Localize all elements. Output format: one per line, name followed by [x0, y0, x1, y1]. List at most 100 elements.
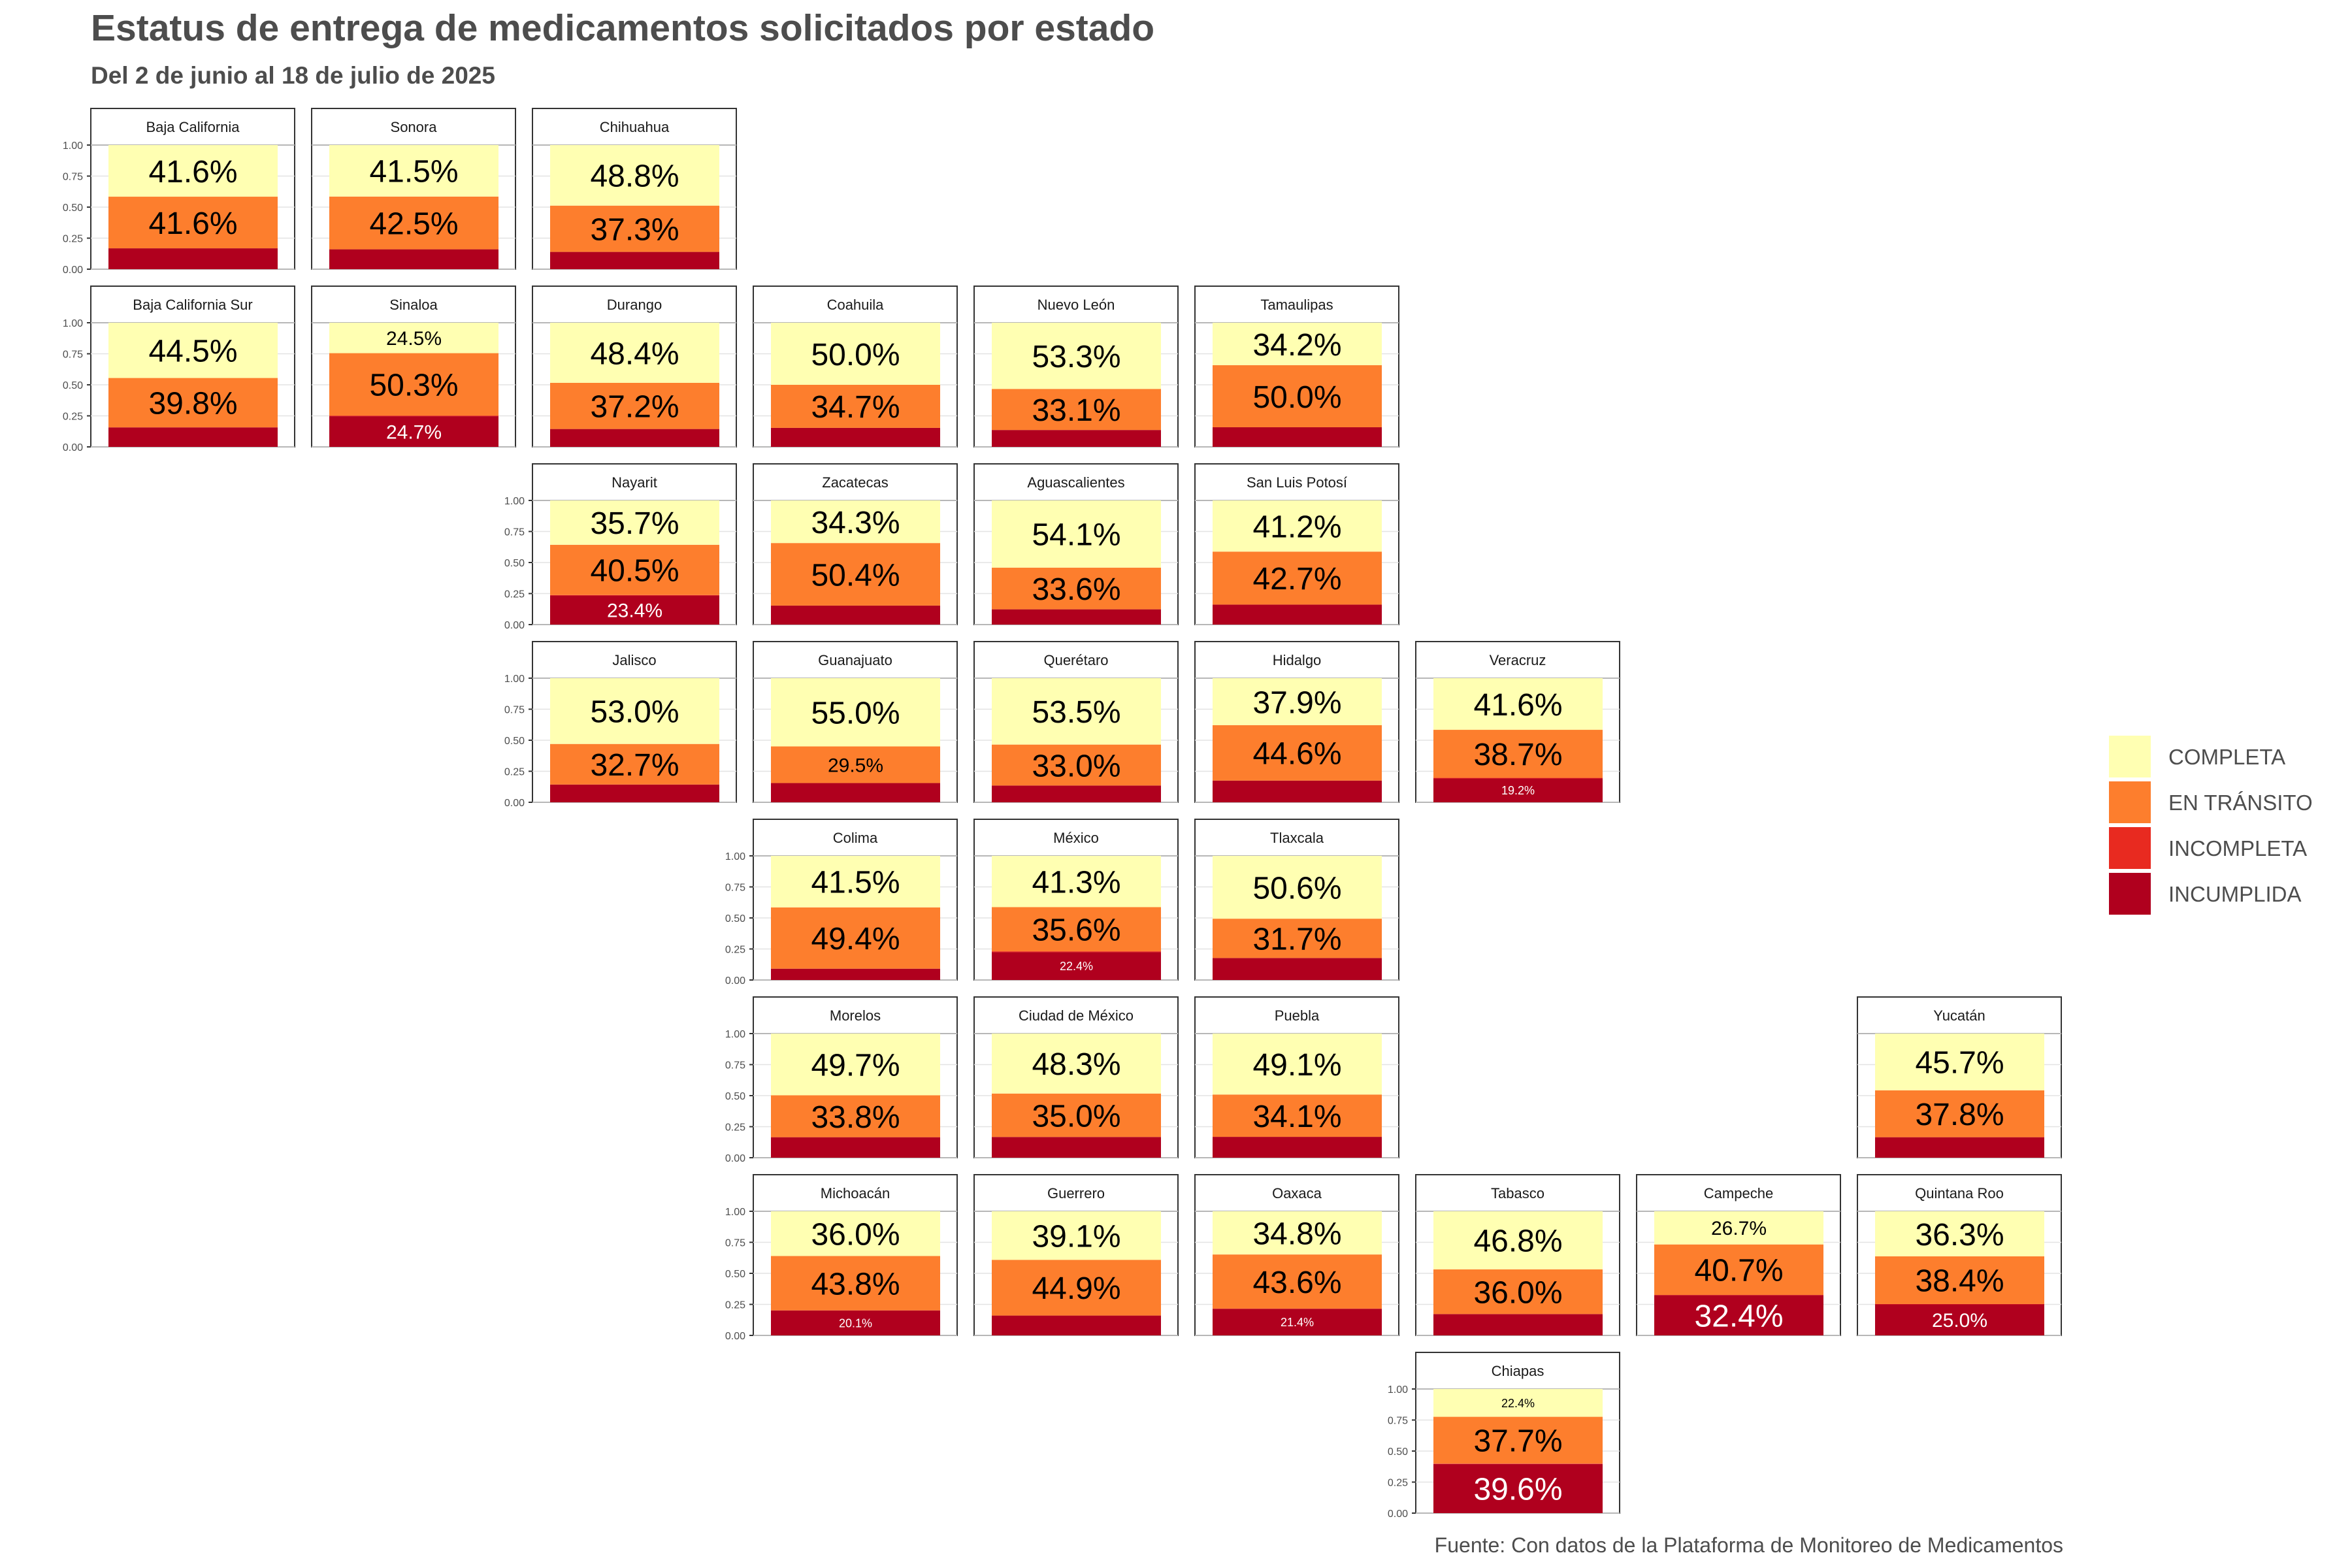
bar-en-transito	[550, 205, 719, 252]
bar-en-transito	[550, 382, 719, 429]
y-tick-label: 0.50	[63, 380, 83, 391]
bar-incompleta	[1433, 1463, 1603, 1464]
bar-incumplida	[1433, 778, 1603, 802]
bar-completa	[550, 145, 719, 206]
label-en-transito: 50.0%	[1252, 380, 1341, 415]
label-en-transito: 37.2%	[590, 390, 679, 425]
facet-strip-label: Tamaulipas	[1260, 297, 1333, 313]
label-completa: 54.1%	[1032, 518, 1120, 553]
label-completa: 35.7%	[590, 506, 679, 541]
bar-incumplida	[1213, 427, 1382, 447]
facet-chihuahua: Chihuahua 48.8% 37.3%	[532, 108, 737, 270]
label-en-transito: 29.5%	[828, 755, 883, 776]
bar-completa	[1433, 1211, 1603, 1269]
bar-incumplida	[108, 427, 278, 447]
bar-completa	[1213, 1211, 1382, 1255]
bar-incumplida	[1875, 1137, 2044, 1158]
facet-ciudad-de-mexico: Ciudad de México 48.3% 35.0%	[973, 996, 1179, 1158]
bar-incumplida	[992, 609, 1161, 625]
y-tick-label: 0.25	[1388, 1478, 1408, 1489]
legend-label: EN TRÁNSITO	[2168, 791, 2313, 815]
label-en-transito: 35.6%	[1032, 913, 1120, 948]
y-tick-label: 0.75	[504, 527, 525, 538]
y-tick-label: 0.50	[504, 558, 525, 569]
facet-yucatan: Yucatán 45.7% 37.8%	[1857, 996, 2062, 1158]
facet-strip	[973, 463, 1179, 501]
bar-completa	[1213, 678, 1382, 726]
bar-completa	[1875, 1211, 2044, 1256]
bar-completa	[1213, 856, 1382, 919]
facet-strip	[973, 1174, 1179, 1212]
label-incumplida: 39.6%	[1473, 1473, 1562, 1507]
bar-en-transito	[1875, 1256, 2044, 1304]
facet-strip	[753, 996, 958, 1034]
facet-strip	[1194, 641, 1399, 679]
bar-completa	[329, 145, 498, 197]
bar-incumplida	[771, 968, 940, 980]
y-tick-label: 0.00	[504, 798, 525, 809]
facet-zacatecas: Zacatecas 34.3% 50.4%	[753, 463, 958, 625]
label-incumplida: 25.0%	[1932, 1310, 1987, 1331]
bar-completa	[1433, 678, 1603, 730]
bar-en-transito	[992, 1260, 1161, 1316]
label-completa: 53.3%	[1032, 340, 1120, 374]
facet-strip	[90, 286, 295, 323]
y-tick-label: 0.00	[725, 1153, 745, 1164]
facet-strip	[1857, 996, 2062, 1034]
facet-strip	[1194, 286, 1399, 323]
bar-incumplida	[771, 1310, 940, 1335]
facet-puebla: Puebla 49.1% 34.1%	[1194, 996, 1399, 1158]
label-en-transito: 34.7%	[811, 390, 900, 425]
label-completa: 53.0%	[590, 695, 679, 730]
facet-veracruz: Veracruz 41.6% 38.7% 19.2%	[1415, 641, 1620, 803]
legend-key	[2109, 873, 2151, 915]
bar-en-transito	[1213, 1094, 1382, 1137]
bar-en-transito	[1654, 1244, 1823, 1296]
bar-incumplida	[771, 1137, 940, 1158]
facet-strip	[1415, 1352, 1620, 1390]
facet-tlaxcala: Tlaxcala 50.6% 31.7%	[1194, 819, 1399, 981]
facet-strip	[1415, 641, 1620, 679]
label-completa: 53.5%	[1032, 695, 1120, 730]
label-incumplida: 19.2%	[1501, 784, 1535, 797]
bar-incumplida	[992, 785, 1161, 802]
facet-nayarit: Nayarit 0.00 0.25 0.50 0.75 1.00 35.7% 40.5% 23.…	[504, 463, 737, 631]
facet-tamaulipas: Tamaulipas 34.2% 50.0%	[1194, 286, 1399, 448]
facet-strip-label: Tabasco	[1491, 1185, 1544, 1201]
facet-strip	[311, 108, 516, 146]
bar-completa	[1213, 323, 1382, 365]
bar-incompleta	[1875, 1303, 2044, 1305]
legend-key	[2109, 736, 2151, 777]
label-incumplida: 32.4%	[1694, 1299, 1783, 1334]
facet-quintana-roo: Quintana Roo 36.3% 38.4% 25.0%	[1857, 1174, 2062, 1336]
facet-campeche: Campeche 26.7% 40.7% 32.4%	[1636, 1174, 1841, 1336]
facet-colima: Colima 0.00 0.25 0.50 0.75 1.00 41.5% 49.4%	[725, 819, 958, 987]
label-en-transito: 31.7%	[1252, 923, 1341, 957]
y-tick-label: 0.00	[725, 1331, 745, 1342]
facet-hidalgo: Hidalgo 37.9% 44.6%	[1194, 641, 1399, 803]
label-en-transito: 33.6%	[1032, 572, 1120, 607]
label-en-transito: 36.0%	[1473, 1275, 1562, 1310]
label-completa: 34.3%	[811, 506, 900, 540]
bar-completa	[550, 500, 719, 545]
facet-strip-label: Baja California	[146, 119, 240, 135]
label-en-transito: 38.7%	[1473, 738, 1562, 772]
y-tick-label: 0.50	[63, 203, 83, 214]
bar-incompleta	[992, 951, 1161, 953]
facet-strip	[90, 108, 295, 146]
bar-incompleta	[1433, 777, 1603, 779]
label-en-transito: 33.8%	[811, 1100, 900, 1135]
label-completa: 48.8%	[590, 159, 679, 194]
bar-incumplida	[550, 784, 719, 802]
label-completa: 24.5%	[386, 328, 442, 350]
label-completa: 37.9%	[1252, 685, 1341, 720]
bar-incumplida	[1433, 1463, 1603, 1513]
label-en-transito: 42.7%	[1252, 562, 1341, 596]
facet-strip	[753, 286, 958, 323]
bar-completa	[1213, 500, 1382, 552]
label-en-transito: 33.1%	[1032, 393, 1120, 428]
bar-en-transito	[329, 196, 498, 250]
label-en-transito: 37.7%	[1473, 1424, 1562, 1459]
label-en-transito: 43.6%	[1252, 1266, 1341, 1300]
facet-coahuila: Coahuila 50.0% 34.7%	[753, 286, 958, 448]
